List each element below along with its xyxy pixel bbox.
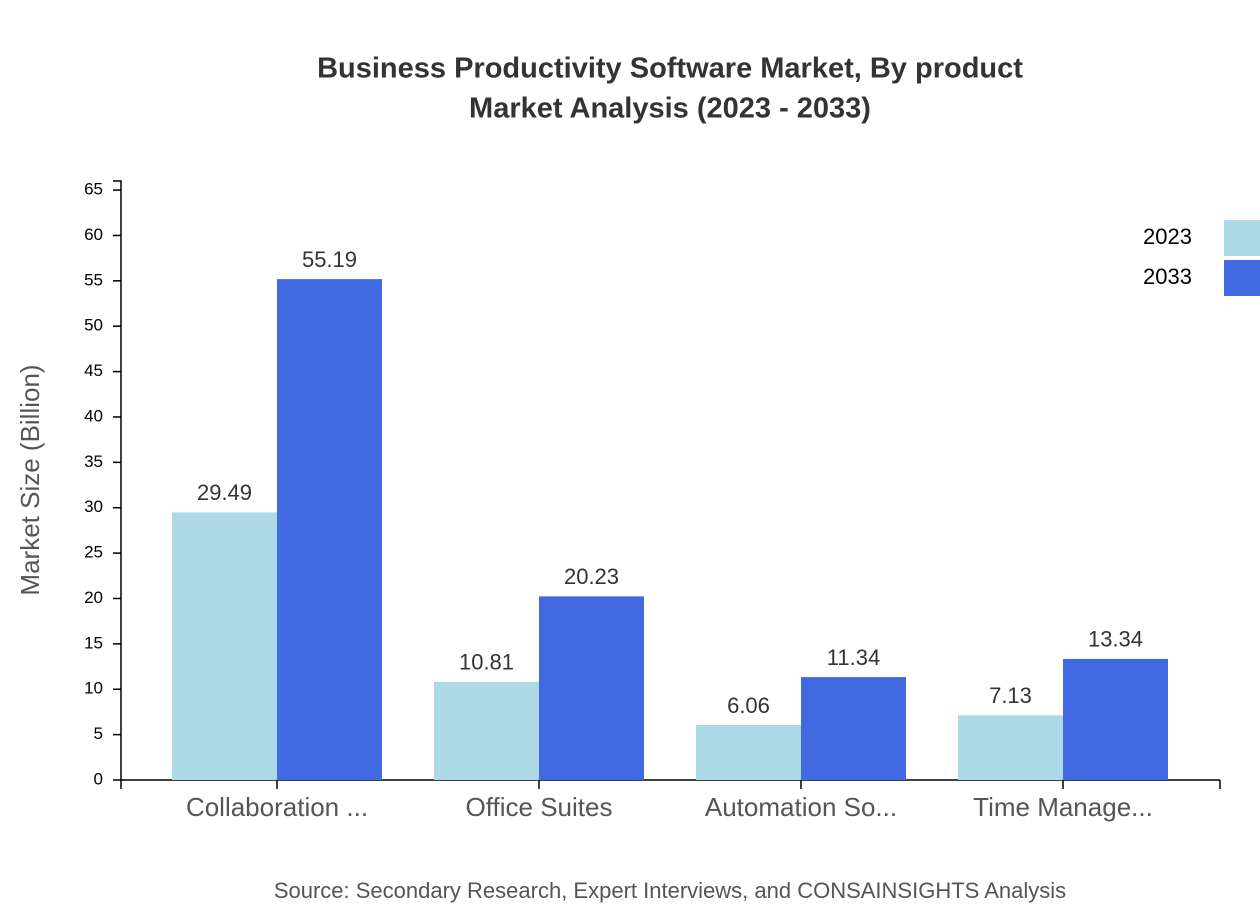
chart-title: Business Productivity Software Market, B… <box>317 53 1023 85</box>
y-tick-label: 40 <box>84 406 103 425</box>
value-label: 20.23 <box>564 564 619 589</box>
y-tick-label: 10 <box>84 679 103 698</box>
y-tick-label: 35 <box>84 452 103 471</box>
y-tick-label: 25 <box>84 543 103 562</box>
bar <box>539 596 644 780</box>
legend-label: 2033 <box>1143 264 1192 289</box>
y-tick-label: 5 <box>94 724 103 743</box>
value-label: 6.06 <box>727 693 770 718</box>
x-tick-label: Automation So... <box>705 792 897 822</box>
bar <box>434 681 539 780</box>
x-tick-label: Office Suites <box>466 792 613 822</box>
value-label: 29.49 <box>197 480 252 505</box>
bar <box>172 512 277 780</box>
bar <box>277 279 382 780</box>
y-tick-label: 65 <box>84 180 103 199</box>
y-tick-label: 60 <box>84 225 103 244</box>
value-label: 13.34 <box>1088 627 1143 652</box>
legend-label: 2023 <box>1143 224 1192 249</box>
value-label: 55.19 <box>302 247 357 272</box>
bar <box>696 725 801 780</box>
legend-swatch <box>1224 260 1260 296</box>
y-tick-label: 45 <box>84 361 103 380</box>
y-tick-label: 50 <box>84 316 103 335</box>
value-label: 10.81 <box>459 650 514 675</box>
axis-line <box>113 180 1221 789</box>
y-tick-label: 30 <box>84 497 103 516</box>
x-tick-label: Time Manage... <box>973 792 1153 822</box>
legend-swatch <box>1224 220 1260 256</box>
bar <box>1063 658 1168 780</box>
y-tick-label: 15 <box>84 633 103 652</box>
y-axis-label: Market Size (Billion) <box>15 364 45 595</box>
chart-subtitle: Market Analysis (2023 - 2033) <box>469 93 871 125</box>
bar <box>801 677 906 780</box>
y-tick-label: 20 <box>84 588 103 607</box>
y-tick-label: 55 <box>84 270 103 289</box>
value-label: 11.34 <box>827 645 880 670</box>
y-tick-label: 0 <box>94 769 103 788</box>
bar <box>958 715 1063 780</box>
x-tick-label: Collaboration ... <box>186 792 368 822</box>
value-label: 7.13 <box>989 683 1032 708</box>
source-note: Source: Secondary Research, Expert Inter… <box>274 878 1066 903</box>
